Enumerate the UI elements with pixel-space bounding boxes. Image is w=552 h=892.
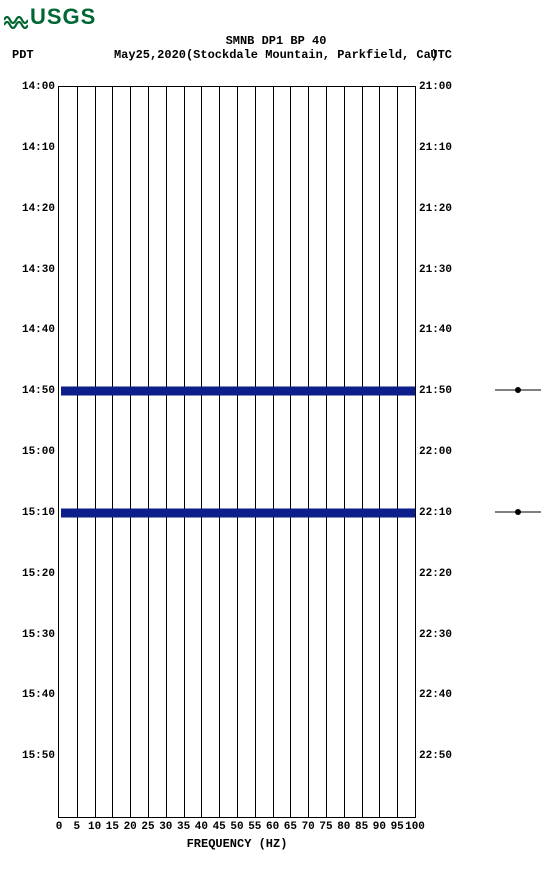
x-tick-label: 5 xyxy=(73,821,80,833)
y-tick-left: 14:30 xyxy=(22,264,55,276)
y-tick-right: 22:40 xyxy=(419,689,452,701)
y-tick-right: 22:10 xyxy=(419,507,452,519)
x-tick-label: 95 xyxy=(391,821,404,833)
x-tick-label: 65 xyxy=(284,821,297,833)
x-tick-label: 20 xyxy=(124,821,137,833)
gridline-v xyxy=(219,87,220,817)
y-tick-right: 22:20 xyxy=(419,568,452,580)
x-tick-label: 100 xyxy=(405,821,425,833)
y-tick-right: 22:00 xyxy=(419,446,452,458)
gridline-v xyxy=(362,87,363,817)
y-tick-left: 15:40 xyxy=(22,689,55,701)
y-tick-left: 14:00 xyxy=(22,81,55,93)
chart-subtitle: May25,2020(Stockdale Mountain, Parkfield… xyxy=(0,48,552,62)
usgs-wave-icon xyxy=(4,9,28,27)
gridline-v xyxy=(130,87,131,817)
x-tick-label: 90 xyxy=(373,821,386,833)
gridline-v xyxy=(308,87,309,817)
usgs-logo: USGS xyxy=(4,4,96,30)
y-tick-right: 21:20 xyxy=(419,203,452,215)
y-tick-right: 21:30 xyxy=(419,264,452,276)
x-tick-label: 15 xyxy=(106,821,119,833)
gridline-v xyxy=(273,87,274,817)
y-tick-left: 14:40 xyxy=(22,324,55,336)
y-tick-left: 14:10 xyxy=(22,142,55,154)
x-tick-label: 60 xyxy=(266,821,279,833)
gridline-v xyxy=(326,87,327,817)
gridline-v xyxy=(77,87,78,817)
chart-title: SMNB DP1 BP 40 xyxy=(0,34,552,48)
y-tick-right: 21:40 xyxy=(419,324,452,336)
x-tick-label: 70 xyxy=(302,821,315,833)
y-tick-left: 15:30 xyxy=(22,629,55,641)
y-tick-right: 21:00 xyxy=(419,81,452,93)
y-tick-left: 15:00 xyxy=(22,446,55,458)
x-tick-label: 85 xyxy=(355,821,368,833)
gridline-v xyxy=(184,87,185,817)
y-tick-left: 15:50 xyxy=(22,750,55,762)
y-tick-left: 14:50 xyxy=(22,385,55,397)
logo-text: USGS xyxy=(30,4,96,29)
y-tick-right: 21:50 xyxy=(419,385,452,397)
gridline-v xyxy=(201,87,202,817)
y-tick-right: 22:30 xyxy=(419,629,452,641)
spectrogram-plot: FREQUENCY (HZ) 0510152025303540455055606… xyxy=(58,86,416,818)
x-tick-label: 35 xyxy=(177,821,190,833)
y-tick-left: 15:10 xyxy=(22,507,55,519)
x-tick-label: 50 xyxy=(230,821,243,833)
x-tick-label: 55 xyxy=(248,821,261,833)
y-tick-right: 22:50 xyxy=(419,750,452,762)
side-marker-dot xyxy=(514,381,522,399)
y-tick-left: 14:20 xyxy=(22,203,55,215)
y-tick-right: 21:10 xyxy=(419,142,452,154)
y-tick-left: 15:20 xyxy=(22,568,55,580)
gridline-v xyxy=(166,87,167,817)
x-tick-label: 80 xyxy=(337,821,350,833)
x-axis-label: FREQUENCY (HZ) xyxy=(187,837,288,851)
x-tick-label: 10 xyxy=(88,821,101,833)
data-bar xyxy=(61,387,415,396)
x-tick-label: 30 xyxy=(159,821,172,833)
gridline-v xyxy=(237,87,238,817)
x-tick-label: 75 xyxy=(319,821,332,833)
side-marker-dot xyxy=(514,503,522,521)
x-tick-label: 0 xyxy=(56,821,63,833)
gridline-v xyxy=(290,87,291,817)
data-bar xyxy=(61,508,415,517)
x-tick-label: 25 xyxy=(141,821,154,833)
gridline-v xyxy=(95,87,96,817)
gridline-v xyxy=(148,87,149,817)
gridline-v xyxy=(397,87,398,817)
gridline-v xyxy=(255,87,256,817)
gridline-v xyxy=(344,87,345,817)
gridline-v xyxy=(112,87,113,817)
x-tick-label: 45 xyxy=(213,821,226,833)
gridline-v xyxy=(379,87,380,817)
x-tick-label: 40 xyxy=(195,821,208,833)
utc-label: UTC xyxy=(430,48,452,62)
